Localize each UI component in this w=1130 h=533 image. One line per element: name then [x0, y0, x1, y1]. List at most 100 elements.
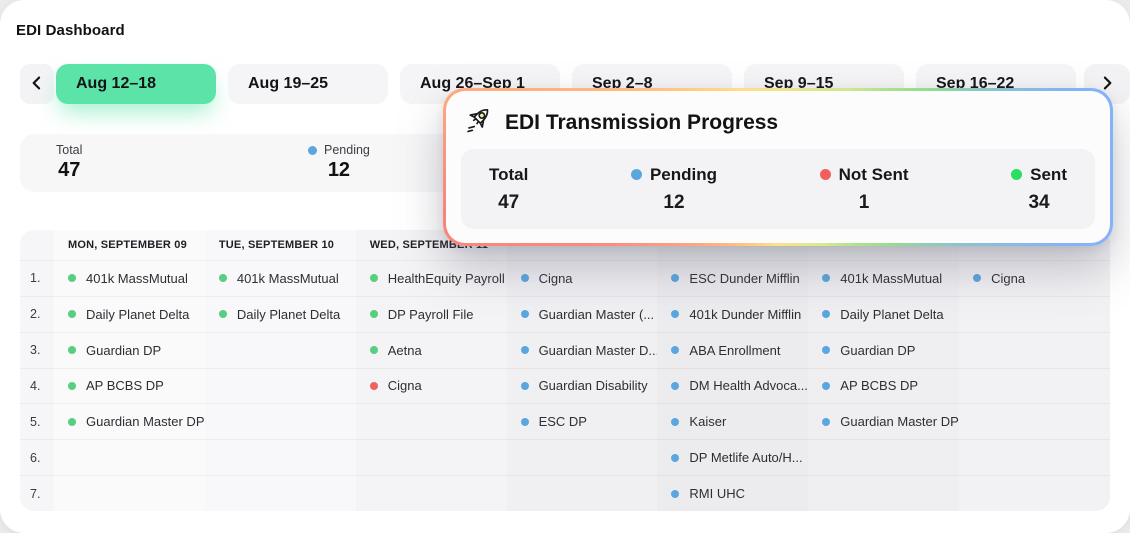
schedule-entry[interactable]: ESC Dunder Mifflin — [657, 260, 809, 296]
schedule-entry[interactable]: ABA Enrollment — [657, 331, 809, 368]
stat-value: 12 — [663, 191, 685, 213]
status-dot — [68, 310, 76, 319]
chevron-left-icon — [27, 73, 47, 96]
entry-label: 401k MassMutual — [86, 270, 188, 286]
stat-label: Pending — [649, 164, 718, 184]
empty-cell — [959, 331, 1110, 368]
week-tab-label: Sep 2–8 — [592, 75, 653, 92]
status-dot — [822, 310, 831, 319]
status-dot — [520, 310, 529, 319]
status-dot — [822, 381, 831, 390]
schedule-entry[interactable]: DP Metlife Auto/H... — [657, 439, 809, 476]
week-tab-label: Aug 19–25 — [248, 75, 329, 92]
stat-value: 47 — [498, 191, 520, 213]
status-dot — [68, 346, 76, 355]
status-dot — [218, 274, 227, 283]
week-tab[interactable]: Aug 19–25 — [228, 64, 388, 104]
rocket-icon — [465, 105, 495, 140]
schedule-entry[interactable]: Guardian Master DP — [808, 403, 960, 440]
schedule-entry[interactable]: RMI UHC — [657, 475, 809, 511]
popup-title: EDI Transmission Progress — [505, 110, 779, 134]
schedule-entry[interactable]: 401k MassMutual — [808, 260, 960, 296]
empty-cell — [355, 475, 507, 511]
row-number: 1. — [20, 260, 54, 296]
empty-cell — [204, 439, 356, 476]
status-dot — [520, 346, 529, 355]
empty-cell — [808, 439, 960, 476]
popup-stats: Total 47 Pending 12 Not Sent 1 Sent 34 — [461, 149, 1095, 229]
status-dot — [819, 169, 831, 180]
empty-cell — [54, 475, 205, 511]
empty-cell — [355, 403, 507, 440]
entry-label: Aetna — [387, 342, 422, 358]
entry-label: Guardian Master DP — [840, 414, 959, 430]
status-dot — [822, 417, 831, 426]
week-tab-label: Aug 26–Sep 1 — [420, 75, 525, 92]
schedule-entry[interactable]: 401k MassMutual — [204, 260, 356, 296]
schedule-entry[interactable]: Guardian DP — [808, 331, 960, 368]
schedule-entry[interactable]: ESC DP — [506, 403, 658, 440]
entry-label: Cigna — [991, 270, 1026, 286]
previous-week-button[interactable] — [20, 64, 54, 104]
status-dot — [369, 310, 378, 319]
row-number: 2. — [20, 295, 54, 332]
entry-label: RMI UHC — [689, 486, 746, 502]
summary-stat: Total 47 — [56, 143, 82, 182]
week-tab[interactable]: Aug 12–18 — [56, 64, 216, 104]
schedule-entry[interactable]: Daily Planet Delta — [808, 295, 960, 332]
summary-stat: Pending 12 — [308, 143, 370, 182]
schedule-entry[interactable]: Cigna — [355, 367, 507, 404]
schedule-entry[interactable]: Kaiser — [657, 403, 809, 440]
empty-cell — [204, 403, 356, 440]
entry-label: AP BCBS DP — [86, 378, 164, 394]
entry-label: Daily Planet Delta — [236, 306, 341, 322]
schedule-entry[interactable]: 401k MassMutual — [54, 260, 205, 296]
entry-label: ESC Dunder Mifflin — [689, 270, 800, 286]
schedule-entry[interactable]: Daily Planet Delta — [54, 295, 205, 332]
entry-label: Kaiser — [689, 414, 727, 430]
status-dot — [671, 453, 680, 462]
schedule-entry[interactable]: Cigna — [959, 260, 1110, 296]
schedule-entry[interactable]: Guardian Master D... — [506, 331, 658, 368]
popup-stat: Total 47 — [489, 165, 528, 214]
schedule-entry[interactable]: Daily Planet Delta — [204, 295, 356, 332]
page-title: EDI Dashboard — [16, 22, 125, 39]
schedule-entry[interactable]: AP BCBS DP — [54, 367, 205, 404]
stat-label: Total — [56, 143, 83, 157]
schedule-entry[interactable]: AP BCBS DP — [808, 367, 960, 404]
week-tab-label: Sep 9–15 — [764, 75, 834, 92]
entry-label: Guardian DP — [840, 342, 916, 358]
schedule-entry[interactable]: 401k Dunder Mifflin — [657, 295, 809, 332]
empty-cell — [506, 475, 658, 511]
stat-value: 34 — [1028, 191, 1050, 213]
schedule-entry[interactable]: Guardian Disability — [506, 367, 658, 404]
empty-cell — [808, 475, 960, 511]
entry-label: ABA Enrollment — [689, 342, 781, 358]
schedule-entry[interactable]: HealthEquity Payroll — [355, 260, 507, 296]
schedule-entry[interactable]: Cigna — [506, 260, 658, 296]
status-dot — [630, 169, 642, 180]
status-dot — [520, 417, 529, 426]
status-dot — [671, 381, 680, 390]
stat-label: Sent — [1030, 164, 1067, 184]
week-tab-label: Aug 12–18 — [76, 75, 157, 92]
status-dot — [68, 417, 76, 426]
table-header: MON, SEPTEMBER 09 — [54, 230, 205, 260]
status-dot — [369, 274, 378, 283]
stat-value: 47 — [58, 159, 81, 181]
row-number: 6. — [20, 439, 54, 476]
schedule-entry[interactable]: DM Health Advoca... — [657, 367, 809, 404]
status-dot — [822, 346, 831, 355]
schedule-entry[interactable]: Guardian Master DP — [54, 403, 205, 440]
empty-cell — [959, 475, 1110, 511]
schedule-entry[interactable]: Guardian DP — [54, 331, 205, 368]
schedule-table: MON, SEPTEMBER 09 TUE, SEPTEMBER 10 WED, S… — [20, 230, 1110, 511]
schedule-entry[interactable]: Guardian Master (... — [506, 295, 658, 332]
schedule-entry[interactable]: DP Payroll File — [355, 295, 507, 332]
stat-label: Pending — [324, 143, 370, 157]
schedule-entry[interactable]: Aetna — [355, 331, 507, 368]
empty-cell — [959, 439, 1110, 476]
entry-label: Daily Planet Delta — [86, 306, 190, 322]
status-dot — [520, 381, 529, 390]
